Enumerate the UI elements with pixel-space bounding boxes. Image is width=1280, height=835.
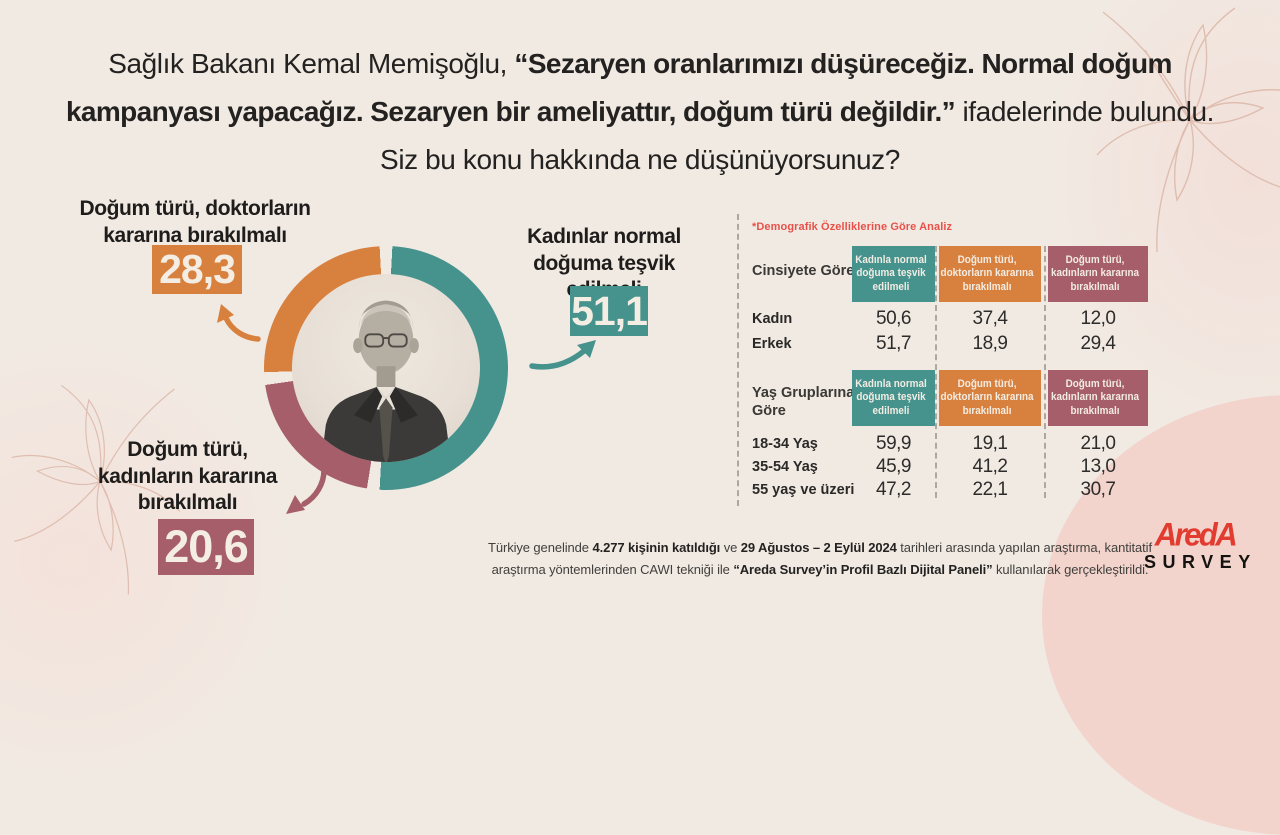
table-cell: 45,9	[876, 456, 911, 477]
table-cell: 22,1	[972, 479, 1008, 500]
column-divider-dashed	[1044, 246, 1046, 498]
row-label: 18-34 Yaş	[752, 436, 818, 452]
table-cell: 13,0	[1080, 456, 1116, 477]
logo-subtitle: SURVEY	[1144, 552, 1257, 572]
areda-survey-logo: AredA SURVEY	[1138, 516, 1257, 573]
column-header-maroon: Doğum türü, kadınların kararına bırakılm…	[1048, 246, 1148, 302]
row-label: 35-54 Yaş	[752, 459, 818, 475]
minister-portrait-illustration	[321, 300, 451, 462]
orange-arrow-icon	[217, 304, 261, 342]
table-cell: 12,0	[1080, 308, 1116, 329]
column-header-teal: Kadınla normal doğuma teşvik edilmeli	[852, 246, 935, 302]
value-box-women: 20,6	[158, 519, 254, 575]
table-cell: 18,9	[972, 333, 1008, 354]
table-cell: 21,0	[1080, 433, 1116, 454]
lily-line-art-icon	[1096, 7, 1280, 253]
table-cell: 51,7	[876, 333, 911, 354]
table-cell: 30,7	[1080, 479, 1116, 500]
group-label-gender: Cinsiyete Göre	[752, 263, 855, 279]
row-label: Erkek	[752, 336, 792, 352]
headline-quote-part1: “Sezaryen oranlarımızı düşüreceğiz. Norm…	[514, 48, 1172, 79]
column-header-orange: Doğum türü, doktorların kararına bırakıl…	[939, 246, 1041, 302]
panel-divider-dashed	[737, 214, 739, 506]
minister-photo	[292, 274, 480, 462]
logo-wordmark: AredA	[1154, 516, 1238, 553]
headline-question: Siz bu konu hakkında ne düşünüyorsunuz?	[380, 144, 900, 175]
headline-outro: ifadelerinde bulundu.	[955, 96, 1215, 127]
table-cell: 41,2	[972, 456, 1008, 477]
callout-women-label: Doğum türü, kadınların kararına bırakılm…	[97, 438, 278, 514]
maroon-arrow-icon	[286, 467, 327, 514]
row-label: 55 yaş ve üzeri	[752, 482, 855, 498]
column-header-teal: Kadınla normal doğuma teşvik edilmeli	[852, 370, 935, 426]
table-cell: 59,9	[876, 433, 911, 454]
headline-intro: Sağlık Bakanı Kemal Memişoğlu,	[108, 48, 515, 79]
column-header-maroon: Doğum türü, kadınların kararına bırakılm…	[1048, 370, 1148, 426]
callout-doctors-label: Doğum türü, doktorların kararına bırakıl…	[79, 197, 311, 247]
table-cell: 47,2	[876, 479, 911, 500]
headline-quote-part2: kampanyası yapacağız. Sezaryen bir ameli…	[65, 96, 956, 127]
headline: Sağlık Bakanı Kemal Memişoğlu, “Sezaryen…	[55, 40, 1225, 184]
table-cell: 50,6	[876, 308, 911, 329]
row-label: Kadın	[752, 311, 793, 327]
lily-line-art-icon	[11, 384, 181, 595]
analysis-note: *Demografik Özelliklerine Göre Analiz	[752, 221, 953, 233]
column-header-orange: Doğum türü, doktorların kararına bırakıl…	[939, 370, 1041, 426]
group-label-age: Yaş Gruplarına Göre	[752, 385, 855, 419]
table-cell: 37,4	[972, 308, 1008, 329]
table-cell: 29,4	[1080, 333, 1116, 354]
value-box-doctors: 28,3	[152, 245, 242, 294]
teal-arrow-icon	[529, 340, 596, 370]
column-divider-dashed	[935, 246, 937, 498]
methodology-footnote: Türkiye genelinde 4.277 kişinin katıldığ…	[488, 540, 1152, 577]
value-box-normal: 51,1	[570, 286, 648, 336]
table-cell: 19,1	[972, 433, 1008, 454]
